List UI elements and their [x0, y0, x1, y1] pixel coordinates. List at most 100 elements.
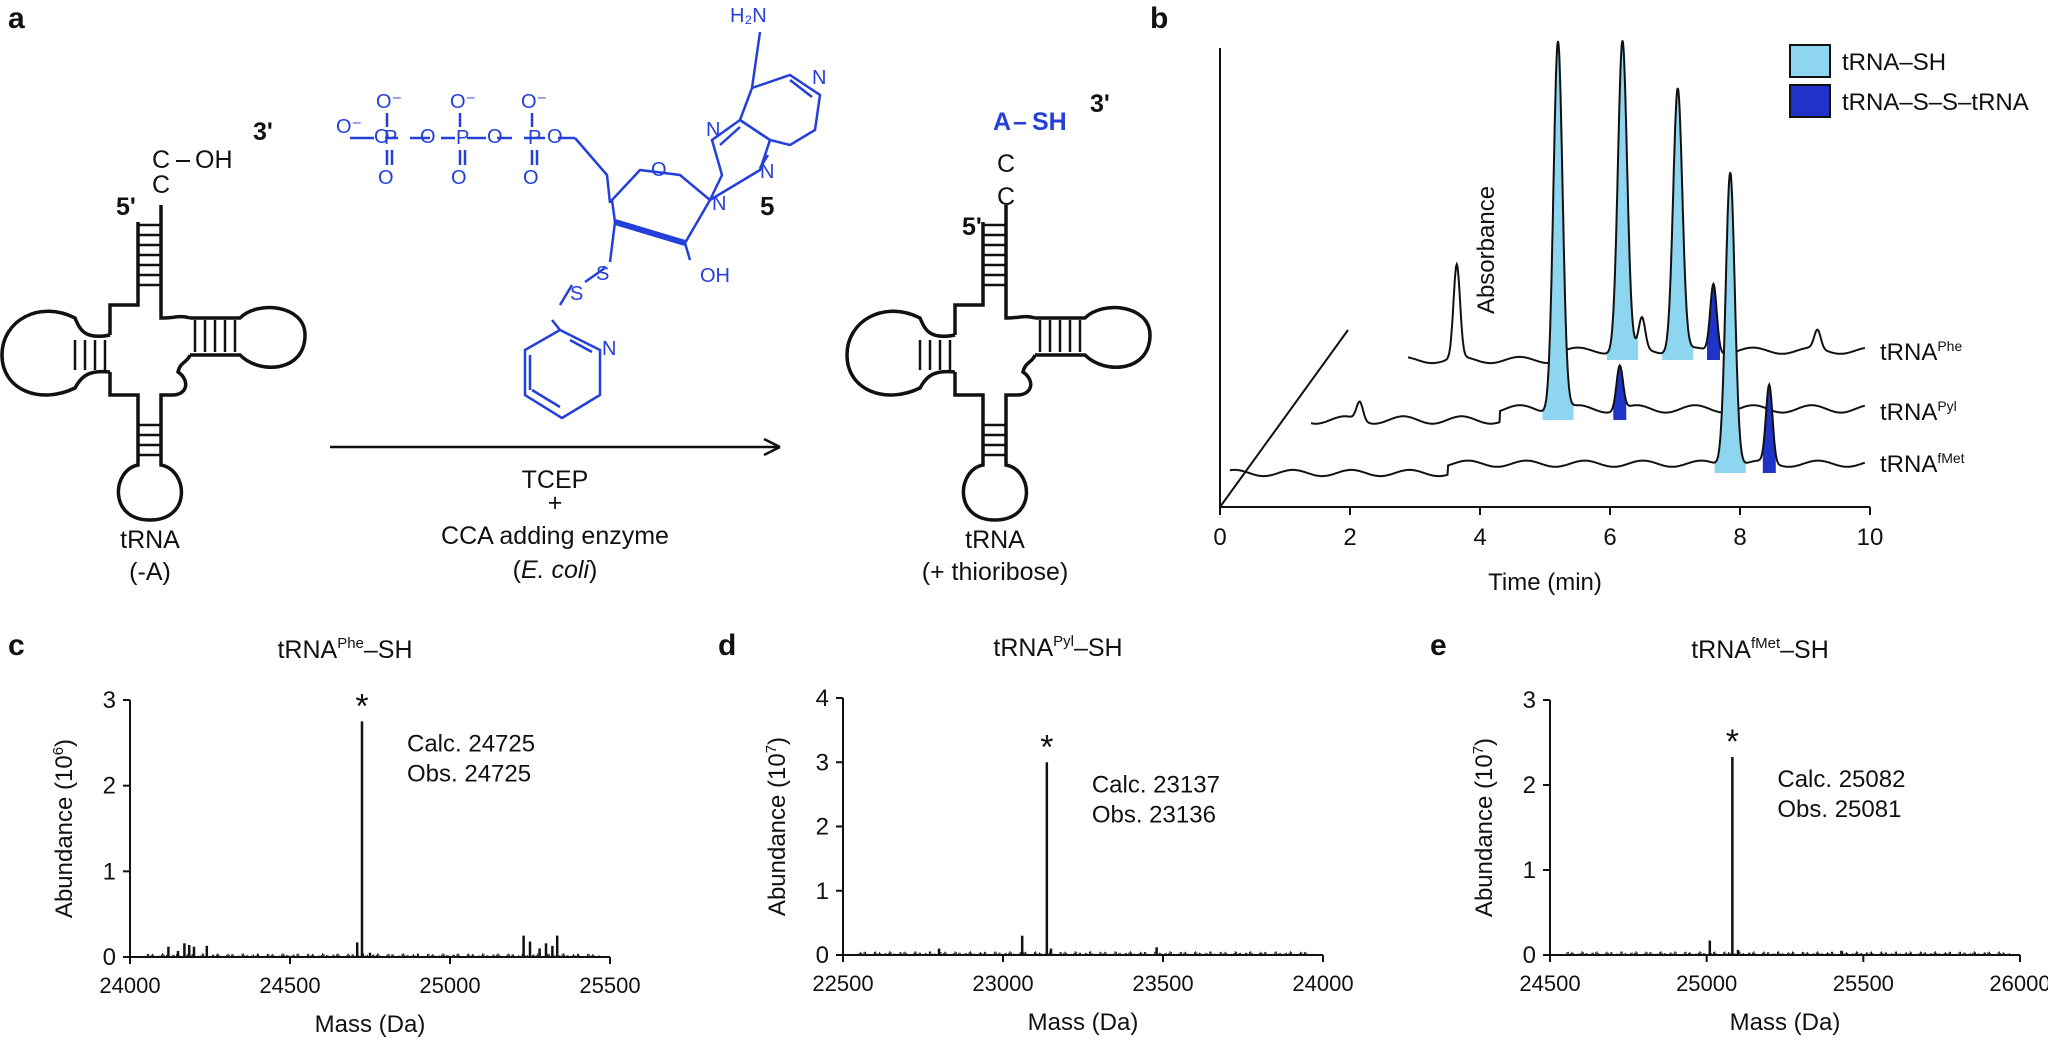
c-upper-label-right: C — [997, 150, 1015, 178]
trna-left-name: tRNA — [120, 526, 180, 554]
b-x-tick-label: 8 — [1733, 524, 1746, 551]
ms-y-label: Abundance (107) — [1470, 738, 1498, 917]
p-atom-3: P — [528, 127, 541, 149]
three-prime-label-right: 3' — [1090, 90, 1110, 118]
o-atom-4: O — [451, 167, 467, 189]
ms-peak-star: * — [1040, 728, 1053, 766]
trna-left-sub: (-A) — [129, 558, 171, 586]
ms-title: tRNAfMet–SH — [1691, 635, 1829, 664]
compound-5-atoms: O⁻ O P O⁻ O O P O⁻ O O P O⁻ O O O OH S S… — [336, 5, 826, 360]
ms-y-tick-label: 3 — [103, 687, 116, 714]
ms-y-label: Abundance (107) — [763, 737, 791, 916]
ms-x-label: Mass (Da) — [315, 1011, 426, 1038]
ms-y-tick-label: 3 — [816, 749, 829, 776]
ms-y-tick-label: 0 — [816, 942, 829, 969]
o-atom-7: O — [547, 126, 563, 148]
ms-y-tick-label: 2 — [816, 814, 829, 841]
b-series-label: tRNAPhe — [1880, 338, 1962, 366]
b-y-label: Absorbance — [1473, 186, 1500, 314]
reaction-arrow — [330, 437, 781, 457]
b-peak-sh-fill — [1714, 172, 1746, 474]
b-depth-axis — [1219, 329, 1349, 508]
panel-e: e 0 1 2 3 24500 25000 25500 26000 * Calc. 25082 Ob… — [1430, 629, 2048, 1036]
ms-x-tick-label: 25000 — [1676, 971, 1737, 996]
s-atom-2: S — [570, 283, 583, 305]
b-traces: tRNAPhe tRNAPyl tRNAfMet — [1229, 40, 1965, 478]
reagent-tcep: TCEP — [522, 466, 589, 494]
ms-x-tick-label: 26000 — [1989, 971, 2048, 996]
panel-label-b: b — [1150, 2, 1168, 35]
ms-baseline-noise — [145, 953, 601, 957]
b-series-label: tRNAPyl — [1880, 398, 1957, 426]
three-prime-label-left: 3' — [253, 118, 273, 146]
ms-peak-star: * — [355, 687, 368, 725]
b-x-tick-label: 0 — [1213, 524, 1226, 551]
ms-x-tick-label: 24000 — [1292, 971, 1353, 996]
pyridine-n: N — [602, 338, 616, 360]
b-trace-line — [1407, 40, 1866, 365]
ms-title: tRNAPhe–SH — [277, 635, 412, 664]
trna-right-sub: (+ thioribose) — [922, 558, 1069, 586]
ms-x-tick-label: 25500 — [1833, 971, 1894, 996]
reagent-cca-enzyme: CCA adding enzyme — [441, 522, 669, 550]
b-peak-dimer-fill — [1707, 283, 1720, 360]
ms-y-tick-label: 1 — [103, 858, 116, 885]
oh-label-left: OH — [195, 146, 233, 174]
ms-y-label: Abundance (106) — [50, 739, 78, 918]
o-atom-5: O — [487, 126, 503, 148]
ms-title: tRNAPyl–SH — [993, 633, 1122, 662]
ms-x-label: Mass (Da) — [1028, 1009, 1139, 1036]
p-atom-1: P — [384, 127, 397, 149]
o-atom-1: O — [374, 126, 390, 148]
ms-obs-mass: Obs. 23136 — [1092, 801, 1216, 828]
b-series-label: tRNAfMet — [1880, 450, 1965, 478]
ms-y-tick-label: 0 — [1523, 942, 1536, 969]
b-x-tick-label: 2 — [1343, 524, 1356, 551]
panel-c: c 0 1 2 3 24000 24500 25000 25500 * Calc. 24725 Ob… — [8, 629, 641, 1038]
panel-label-e: e — [1430, 629, 1447, 662]
b-x-label: Time (min) — [1488, 569, 1602, 596]
compound-number: 5 — [760, 191, 774, 221]
n3-atom: N — [760, 161, 774, 183]
b-x-ticks: 0 2 4 6 8 10 — [1213, 507, 1883, 551]
b-legend: tRNA–SH tRNA–S–S–tRNA — [1789, 44, 2029, 118]
trna-cloverleaf-right — [845, 205, 1152, 522]
panel-label-d: d — [718, 629, 736, 662]
five-prime-label-left: 5' — [116, 193, 136, 221]
o-minus-1: O⁻ — [336, 116, 362, 138]
ms-baseline-noise — [858, 951, 1314, 955]
n9-atom: N — [712, 193, 726, 215]
p-atom-2: P — [456, 127, 469, 149]
ms-y-tick-label: 2 — [1523, 772, 1536, 799]
ms-x-tick-label: 25000 — [419, 973, 480, 998]
c-top-label-left: C — [152, 171, 170, 199]
o-minus-2: O⁻ — [376, 91, 402, 113]
legend-swatch-trna-dimer — [1789, 84, 1831, 118]
s-atom-1: S — [596, 263, 609, 285]
ms-x-tick-label: 25500 — [579, 973, 640, 998]
oh-sugar: OH — [700, 265, 730, 287]
panel-b: b 0 2 4 6 8 10 Absorbance Time (min) tRNAPhet… — [1150, 2, 2029, 596]
panel-label-a: a — [8, 2, 25, 35]
panel-a: a — [0, 2, 1152, 586]
ms-calc-mass: Calc. 25082 — [1777, 766, 1905, 793]
panel-d: d 0 1 2 3 4 22500 23000 23500 24000 * Calc. 23137 O… — [718, 629, 1354, 1036]
ms-x-tick-label: 22500 — [812, 971, 873, 996]
trna-cloverleaf-left — [0, 205, 307, 522]
o-minus-3: O⁻ — [450, 91, 476, 113]
ms-x-tick-label: 23000 — [972, 971, 1033, 996]
c-upper-label-left: C — [152, 146, 170, 174]
ms-chart-e: 0 1 2 3 24500 25000 25500 26000 * Calc. 25082 Obs.… — [1470, 635, 2048, 1036]
product-dash: – — [1013, 108, 1027, 136]
b-x-tick-label: 10 — [1857, 524, 1884, 551]
legend-label-trna-sh: tRNA–SH — [1842, 49, 1946, 76]
b-peak-sh-fill — [1662, 88, 1694, 360]
o-atom-3: O — [420, 126, 436, 148]
ms-x-tick-label: 24500 — [259, 973, 320, 998]
ms-obs-mass: Obs. 25081 — [1777, 796, 1901, 823]
b-trace-line — [1310, 40, 1865, 425]
five-prime-label-right: 5' — [962, 213, 982, 241]
o-atom-6: O — [523, 167, 539, 189]
nh2-group: H₂N — [730, 5, 767, 27]
